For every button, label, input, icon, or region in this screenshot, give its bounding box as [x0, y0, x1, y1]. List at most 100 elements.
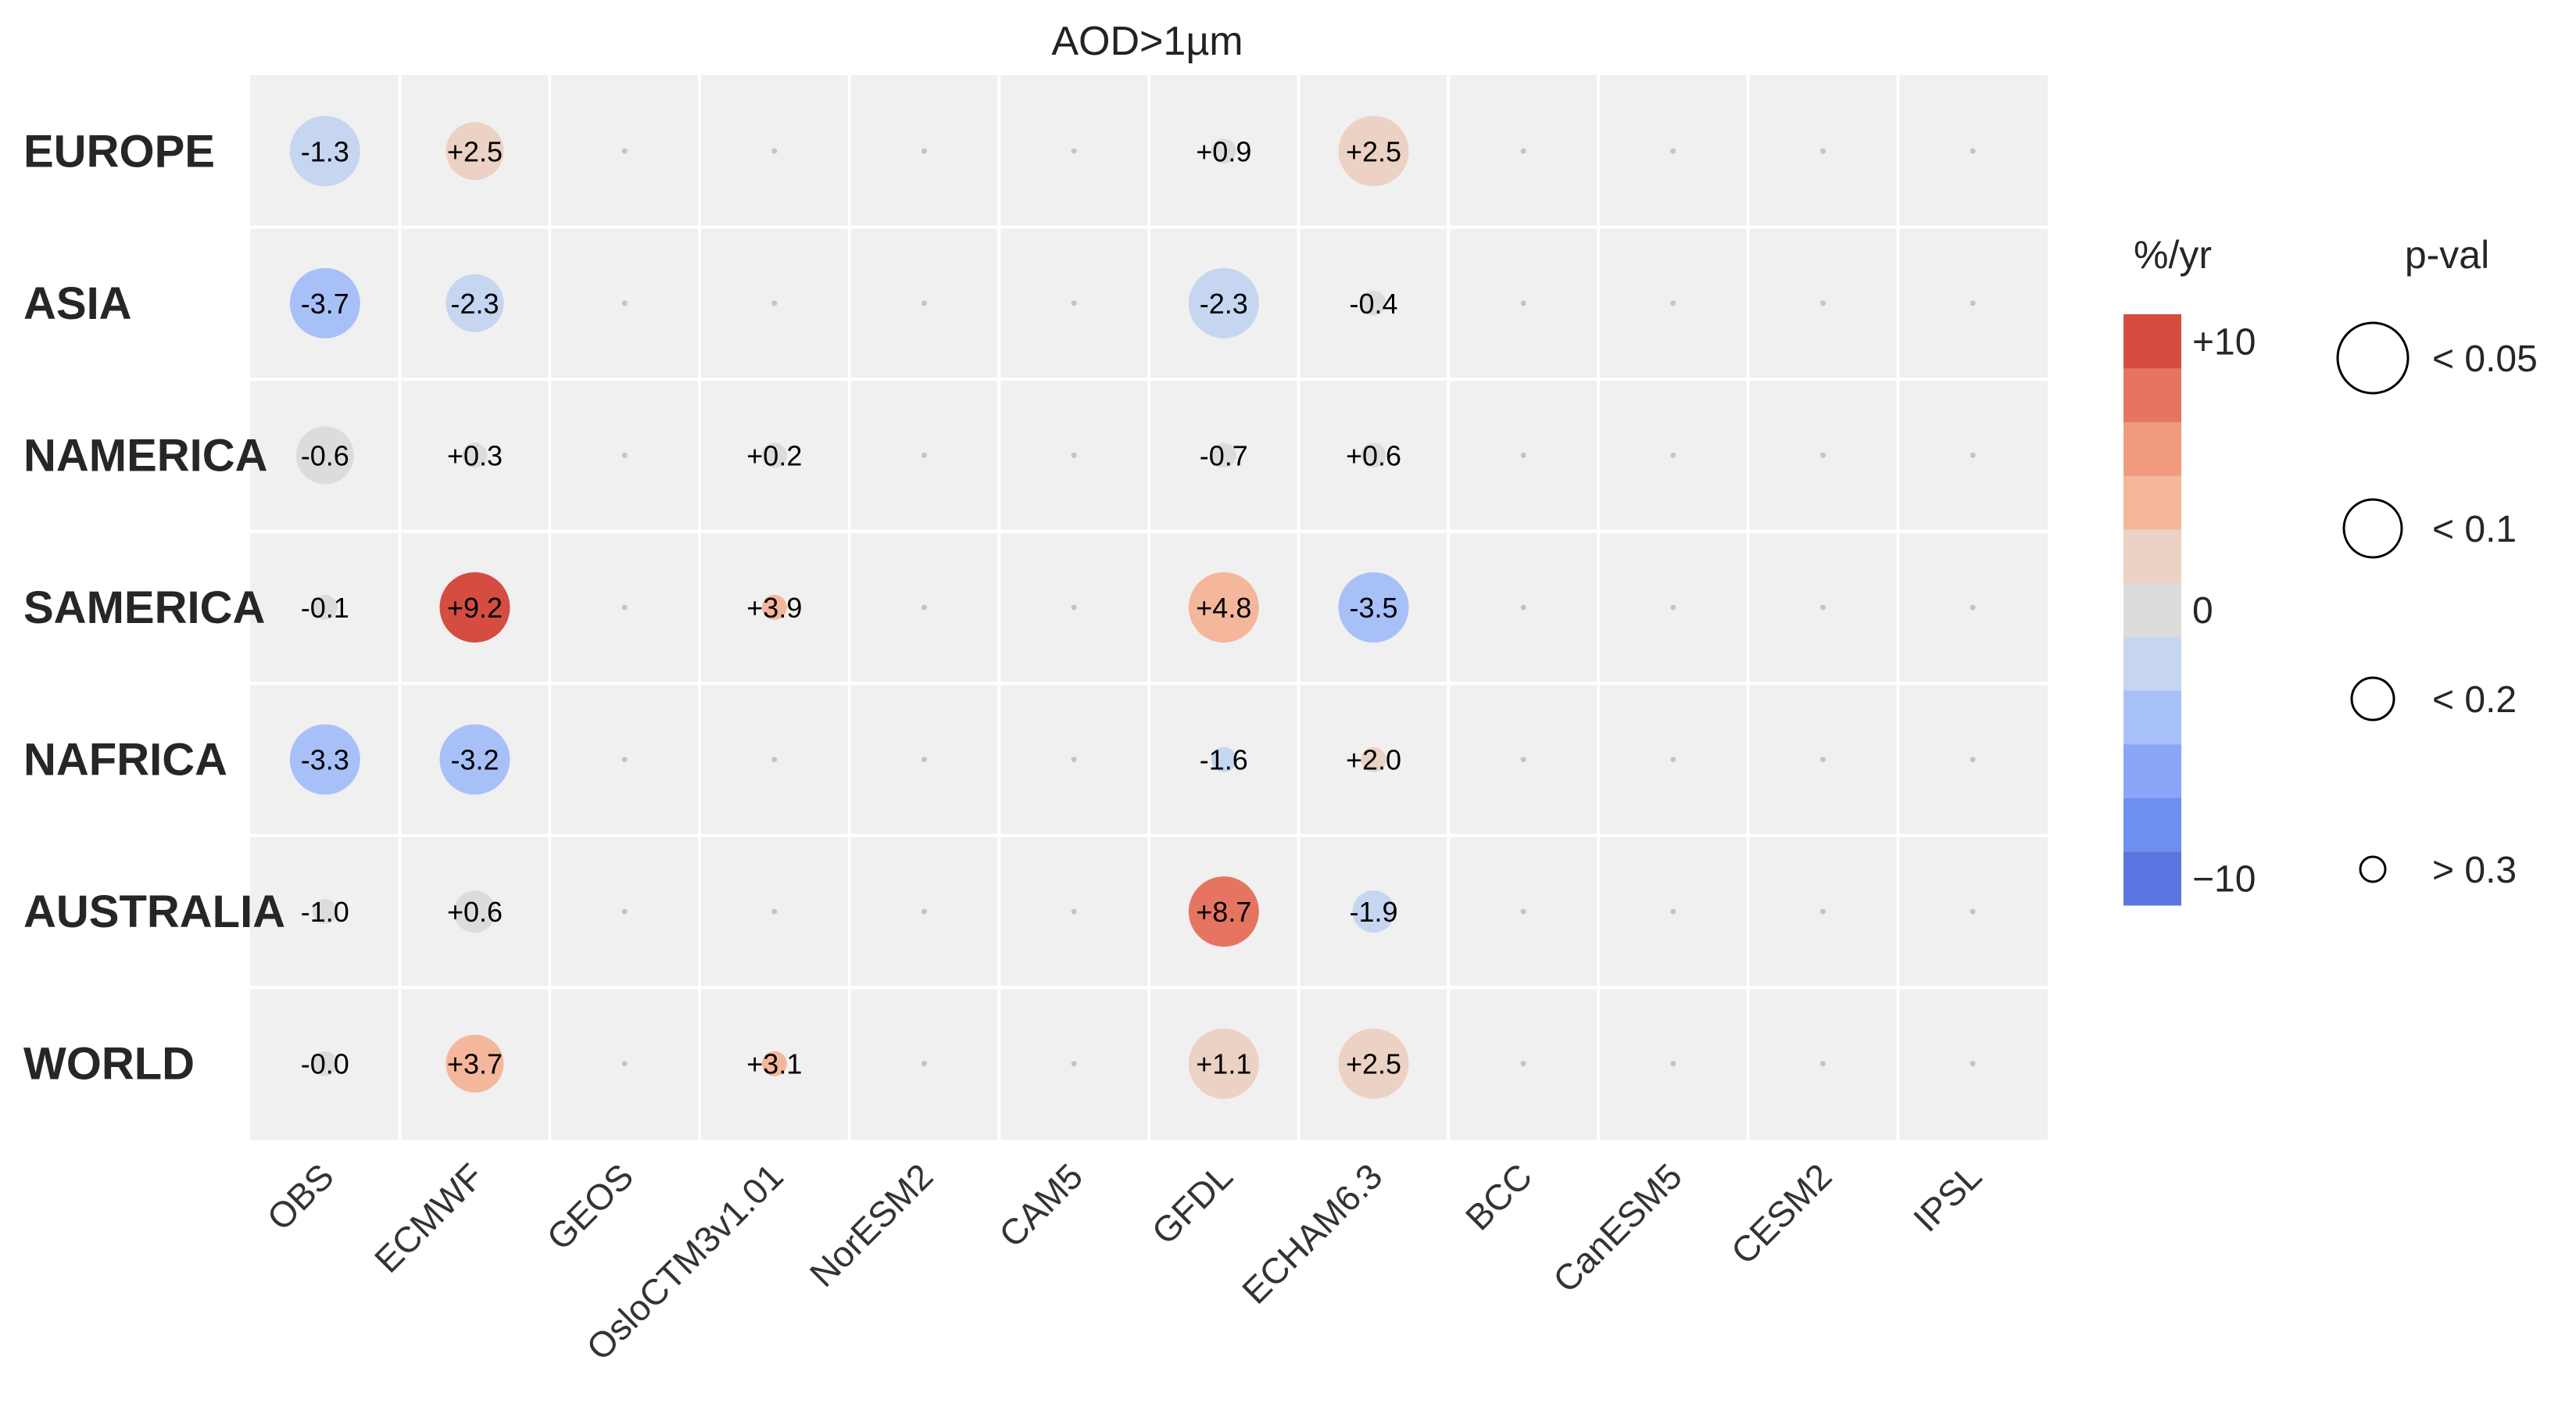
empty-cell-dot [1670, 452, 1676, 458]
value-label: -0.0 [301, 1048, 349, 1080]
empty-cell-dot [1071, 148, 1077, 154]
empty-cell-dot [621, 452, 628, 458]
value-label: -3.7 [301, 288, 349, 320]
column-label: OBS [259, 1155, 341, 1237]
column-label: ECMWF [367, 1155, 492, 1280]
value-circle [761, 595, 787, 620]
empty-cell-dot [1520, 300, 1526, 306]
value-label: +4.8 [1196, 592, 1251, 624]
size-legend: < 0.05 < 0.1 < 0.2 > 0.3 [2336, 321, 2538, 891]
colorbar-tick-label: +10 [2192, 321, 2256, 363]
value-circle [439, 724, 510, 795]
value-label: +3.9 [746, 592, 802, 624]
empty-cell-dot [621, 908, 628, 915]
value-circle [289, 267, 360, 338]
empty-cell-dot [771, 757, 778, 763]
value-label: +0.6 [1346, 439, 1401, 471]
empty-cell-dot [1071, 757, 1077, 763]
row-label: NAFRICA [23, 735, 227, 786]
colorbar-step [2123, 475, 2181, 530]
column-label: BCC [1458, 1155, 1540, 1237]
value-circle [761, 1051, 787, 1076]
value-circle [462, 442, 488, 468]
column-label: NorESM2 [802, 1155, 941, 1294]
row-label: WORLD [23, 1039, 195, 1090]
empty-cell-dot [1520, 908, 1526, 915]
value-label: -2.3 [450, 288, 499, 320]
empty-cell-dot [1970, 148, 1976, 154]
size-legend-label: < 0.1 [2432, 509, 2517, 550]
empty-cell-dot [1820, 148, 1826, 154]
empty-cell-dot [1820, 757, 1826, 763]
empty-cell-dot [1820, 604, 1826, 611]
row-labels: EUROPE ASIA NAMERICA SAMERICA NAFRICA AUSTRAL… [23, 126, 285, 1089]
value-label: -1.9 [1349, 896, 1397, 928]
value-label: +0.3 [447, 439, 503, 471]
empty-cell-dot [621, 300, 628, 306]
colorbar-step [2123, 367, 2181, 422]
value-circle [1211, 747, 1236, 772]
empty-cell-dot [621, 1061, 628, 1067]
row-label: NAMERICA [23, 430, 268, 481]
empty-cell-dot [1520, 604, 1526, 611]
empty-cell-dot [621, 757, 628, 763]
column-label: CAM5 [991, 1155, 1090, 1255]
value-label: -0.4 [1349, 288, 1397, 320]
colorbar-tick-label: −10 [2192, 859, 2256, 901]
empty-cell-dot [1820, 908, 1826, 915]
value-circle [1361, 442, 1386, 468]
value-circle [289, 116, 360, 187]
empty-cell-dot [1670, 300, 1676, 306]
value-label: -3.5 [1349, 592, 1397, 624]
colorbar-step [2123, 314, 2181, 369]
empty-cell-dot [1670, 604, 1676, 611]
empty-cell-dot [1071, 1061, 1077, 1067]
size-legend-circle [2342, 498, 2403, 559]
column-label: CanESM5 [1545, 1155, 1690, 1300]
value-circle [1361, 290, 1386, 316]
empty-cell-dot [1970, 300, 1976, 306]
value-label: +0.6 [447, 896, 503, 928]
colorbar-step [2123, 851, 2181, 906]
value-label: +8.7 [1196, 896, 1251, 928]
row-label: SAMERICA [23, 582, 265, 633]
value-circle [761, 442, 787, 468]
empty-cell-dot [621, 604, 628, 611]
value-label: +9.2 [447, 592, 503, 624]
value-circle [1352, 890, 1395, 933]
empty-cell-dot [1970, 604, 1976, 611]
value-label: +1.1 [1196, 1048, 1251, 1080]
value-label: +2.0 [1346, 744, 1401, 776]
value-label: +0.9 [1196, 135, 1251, 167]
value-label: -0.7 [1200, 439, 1248, 471]
colorbar-step [2123, 797, 2181, 852]
empty-cell-dot [621, 148, 628, 154]
cells: -1.3 +2.5 +0.9 +2.5 -3.7 -2.3 -2.3 -0.4 -0.6 +0.3… [289, 116, 1976, 1099]
empty-cell-dot [921, 300, 927, 306]
value-circle [1188, 267, 1259, 338]
empty-cell-dot [1520, 452, 1526, 458]
value-circle [295, 426, 354, 485]
chart-title: AOD>1µm [1051, 19, 1243, 64]
value-circle [445, 122, 504, 181]
size-legend-circle [2359, 855, 2387, 883]
empty-cell-dot [1970, 908, 1976, 915]
empty-cell-dot [1670, 908, 1676, 915]
value-circle [312, 899, 338, 925]
colorbar-tick-label: 0 [2192, 590, 2213, 632]
colorbar-step [2123, 636, 2181, 691]
value-circle [1211, 442, 1236, 468]
empty-cell-dot [1071, 604, 1077, 611]
empty-cell-dot [1670, 148, 1676, 154]
value-circle [1361, 747, 1386, 772]
empty-cell-dot [921, 908, 927, 915]
column-label: CESM2 [1723, 1155, 1840, 1272]
value-label: -2.3 [1200, 288, 1248, 320]
value-label: -0.6 [301, 439, 349, 471]
empty-cell-dot [1820, 452, 1826, 458]
empty-cell-dot [1970, 452, 1976, 458]
value-circle [1338, 1028, 1409, 1099]
value-label: +2.5 [1346, 135, 1401, 167]
